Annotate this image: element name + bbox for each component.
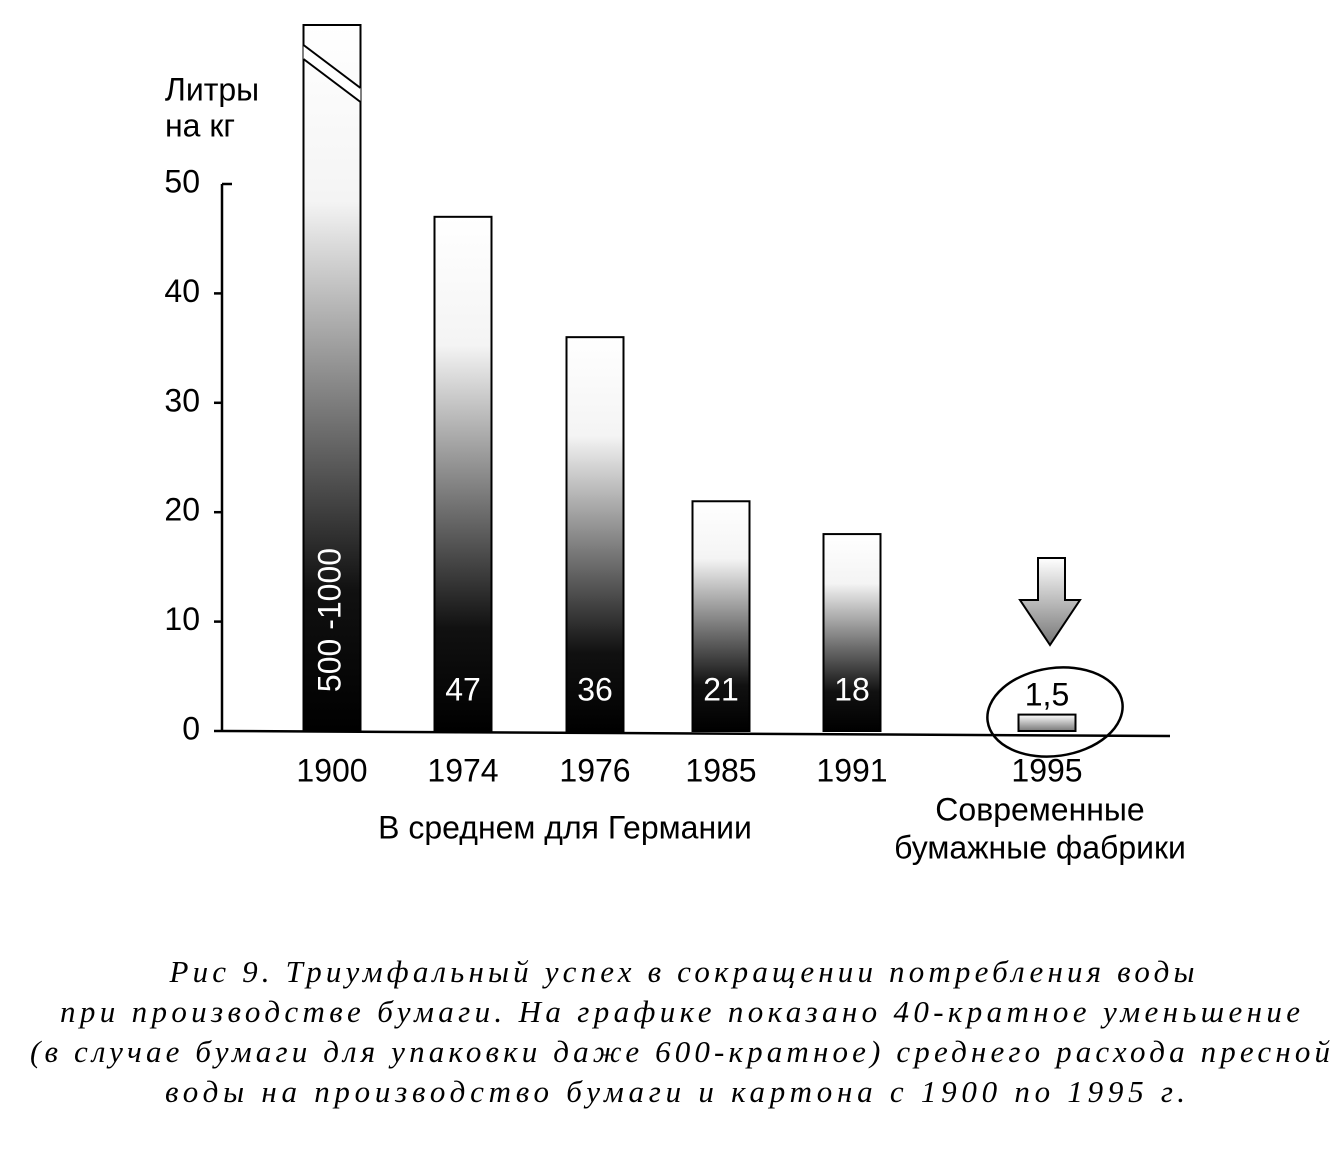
bar	[433, 215, 493, 732]
y-axis-label: на кг	[165, 107, 235, 143]
y-tick-label: 50	[164, 163, 200, 199]
bar	[565, 336, 625, 732]
caption: воды на производство бумаги и картона с …	[165, 1074, 1185, 1109]
y-tick-label: 30	[164, 382, 200, 418]
value-label: 1,5	[1025, 676, 1069, 712]
axis-break	[302, 58, 362, 103]
x-tick-label: 1995	[1011, 752, 1082, 788]
group-label: Современные	[935, 791, 1144, 827]
caption: Рис 9. Триумфальный успех в сокращении п…	[169, 954, 1195, 989]
arrow	[1018, 557, 1082, 647]
y-tick-label: 20	[164, 492, 200, 528]
x-tick-label: 1976	[559, 752, 630, 788]
value-label: 36	[577, 671, 613, 707]
y-tick-label: 10	[164, 601, 200, 637]
value-label: 21	[703, 671, 739, 707]
caption: при производстве бумаги. На графике пока…	[60, 994, 1300, 1029]
bar	[1017, 713, 1077, 733]
x-tick-label: 1900	[296, 752, 367, 788]
caption: (в случае бумаги для упаковки даже 600-к…	[30, 1034, 1331, 1069]
bar	[691, 500, 751, 733]
bar	[822, 533, 882, 733]
group-label: В среднем для Германии	[378, 809, 752, 845]
x-tick-label: 1985	[685, 752, 756, 788]
value-label: 500 -1000	[311, 548, 347, 692]
value-label: 18	[834, 671, 870, 707]
y-tick-label: 0	[182, 710, 200, 746]
x-tick-label: 1991	[816, 752, 887, 788]
axis-break	[303, 45, 361, 102]
axis-break	[302, 44, 362, 89]
x-tick-label: 1974	[427, 752, 498, 788]
y-tick-label: 40	[164, 273, 200, 309]
value-label: 47	[445, 671, 481, 707]
bar	[302, 24, 362, 732]
x-axis	[221, 729, 1171, 738]
highlight-ellipse	[986, 666, 1124, 758]
y-axis-label: Литры	[165, 71, 259, 107]
group-label: бумажные фабрики	[894, 829, 1186, 865]
